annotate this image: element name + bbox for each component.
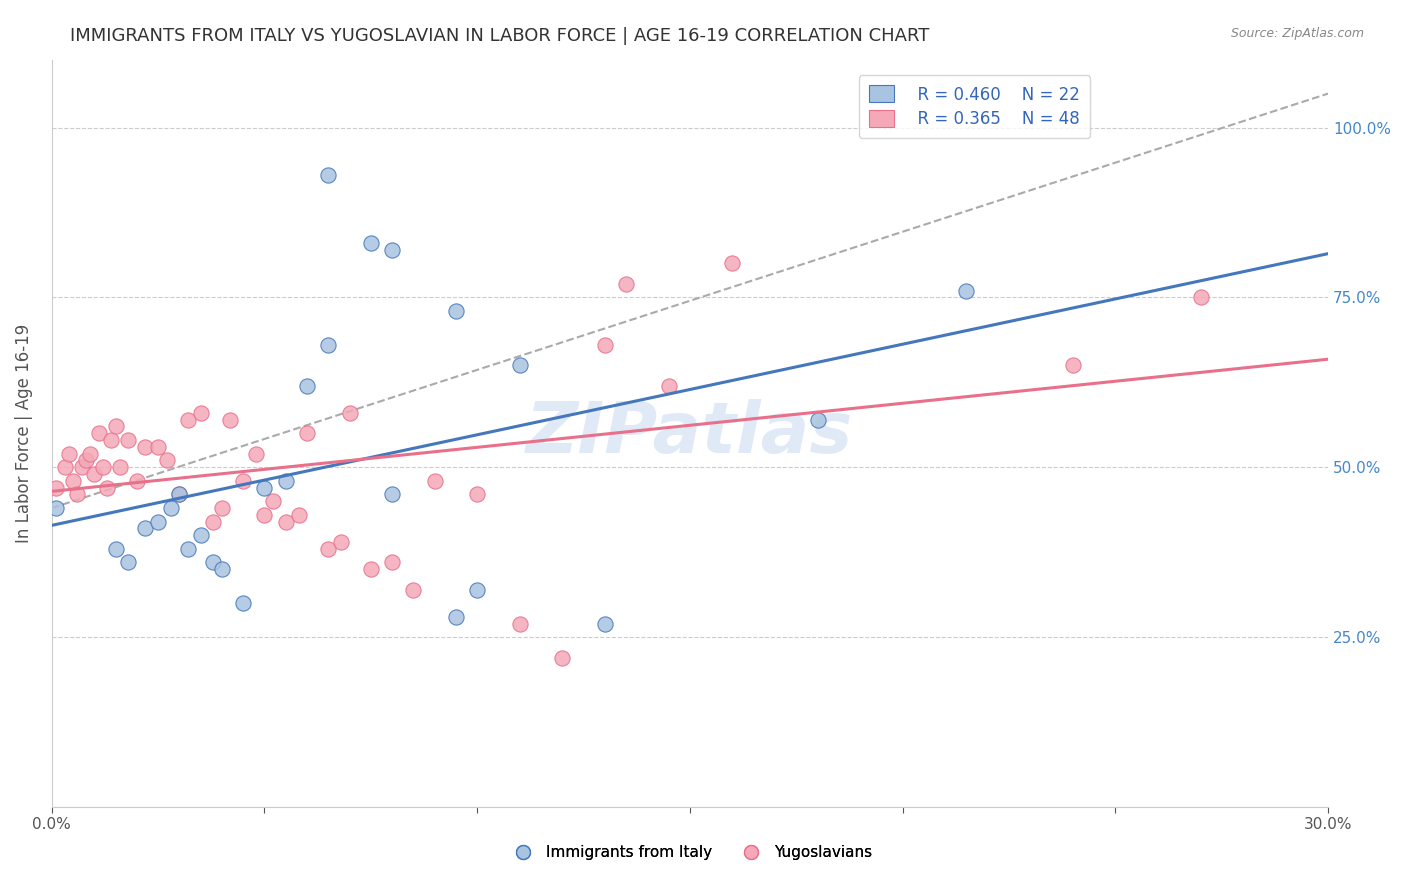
Point <box>444 609 467 624</box>
Point <box>211 501 233 516</box>
Point <box>91 460 114 475</box>
Point <box>330 535 353 549</box>
Y-axis label: In Labor Force | Age 16-19: In Labor Force | Age 16-19 <box>15 324 32 543</box>
Point <box>134 521 156 535</box>
Point <box>177 541 200 556</box>
Point <box>211 562 233 576</box>
Point <box>274 474 297 488</box>
Point <box>295 426 318 441</box>
Point <box>316 541 339 556</box>
Point <box>190 528 212 542</box>
Legend: Immigrants from Italy, Yugoslavians: Immigrants from Italy, Yugoslavians <box>502 839 877 867</box>
Point <box>593 338 616 352</box>
Point <box>146 440 169 454</box>
Point <box>614 277 637 291</box>
Point <box>104 419 127 434</box>
Point <box>66 487 89 501</box>
Point <box>83 467 105 481</box>
Point <box>444 304 467 318</box>
Point <box>134 440 156 454</box>
Point <box>381 487 404 501</box>
Point <box>108 460 131 475</box>
Point <box>202 515 225 529</box>
Point <box>1189 290 1212 304</box>
Point <box>253 508 276 522</box>
Point <box>423 474 446 488</box>
Point <box>58 447 80 461</box>
Point <box>295 378 318 392</box>
Point <box>117 433 139 447</box>
Point <box>79 447 101 461</box>
Point <box>232 474 254 488</box>
Point <box>402 582 425 597</box>
Point <box>360 562 382 576</box>
Point <box>232 596 254 610</box>
Point <box>156 453 179 467</box>
Point <box>509 616 531 631</box>
Point <box>160 501 183 516</box>
Point <box>593 616 616 631</box>
Point <box>104 541 127 556</box>
Text: Source: ZipAtlas.com: Source: ZipAtlas.com <box>1230 27 1364 40</box>
Point <box>70 460 93 475</box>
Point <box>658 378 681 392</box>
Point <box>465 487 488 501</box>
Point <box>465 582 488 597</box>
Point <box>96 481 118 495</box>
Point <box>87 426 110 441</box>
Point <box>262 494 284 508</box>
Point <box>316 168 339 182</box>
Point <box>381 243 404 257</box>
Point <box>219 413 242 427</box>
Point <box>339 406 361 420</box>
Point <box>287 508 309 522</box>
Point <box>253 481 276 495</box>
Point <box>202 555 225 569</box>
Point <box>381 555 404 569</box>
Point <box>316 338 339 352</box>
Point <box>169 487 191 501</box>
Text: ZIPatlas: ZIPatlas <box>526 399 853 467</box>
Point <box>62 474 84 488</box>
Text: IMMIGRANTS FROM ITALY VS YUGOSLAVIAN IN LABOR FORCE | AGE 16-19 CORRELATION CHAR: IMMIGRANTS FROM ITALY VS YUGOSLAVIAN IN … <box>70 27 929 45</box>
Point <box>721 256 744 270</box>
Point <box>1062 359 1084 373</box>
Point <box>53 460 76 475</box>
Point <box>245 447 267 461</box>
Point <box>509 359 531 373</box>
Point <box>190 406 212 420</box>
Point <box>177 413 200 427</box>
Point <box>360 235 382 250</box>
Point <box>45 481 67 495</box>
Point <box>169 487 191 501</box>
Point <box>274 515 297 529</box>
Point <box>146 515 169 529</box>
Point <box>100 433 122 447</box>
Point <box>551 650 574 665</box>
Point <box>45 501 67 516</box>
Point <box>117 555 139 569</box>
Point <box>75 453 97 467</box>
Point <box>806 413 828 427</box>
Point <box>955 284 977 298</box>
Point <box>125 474 148 488</box>
